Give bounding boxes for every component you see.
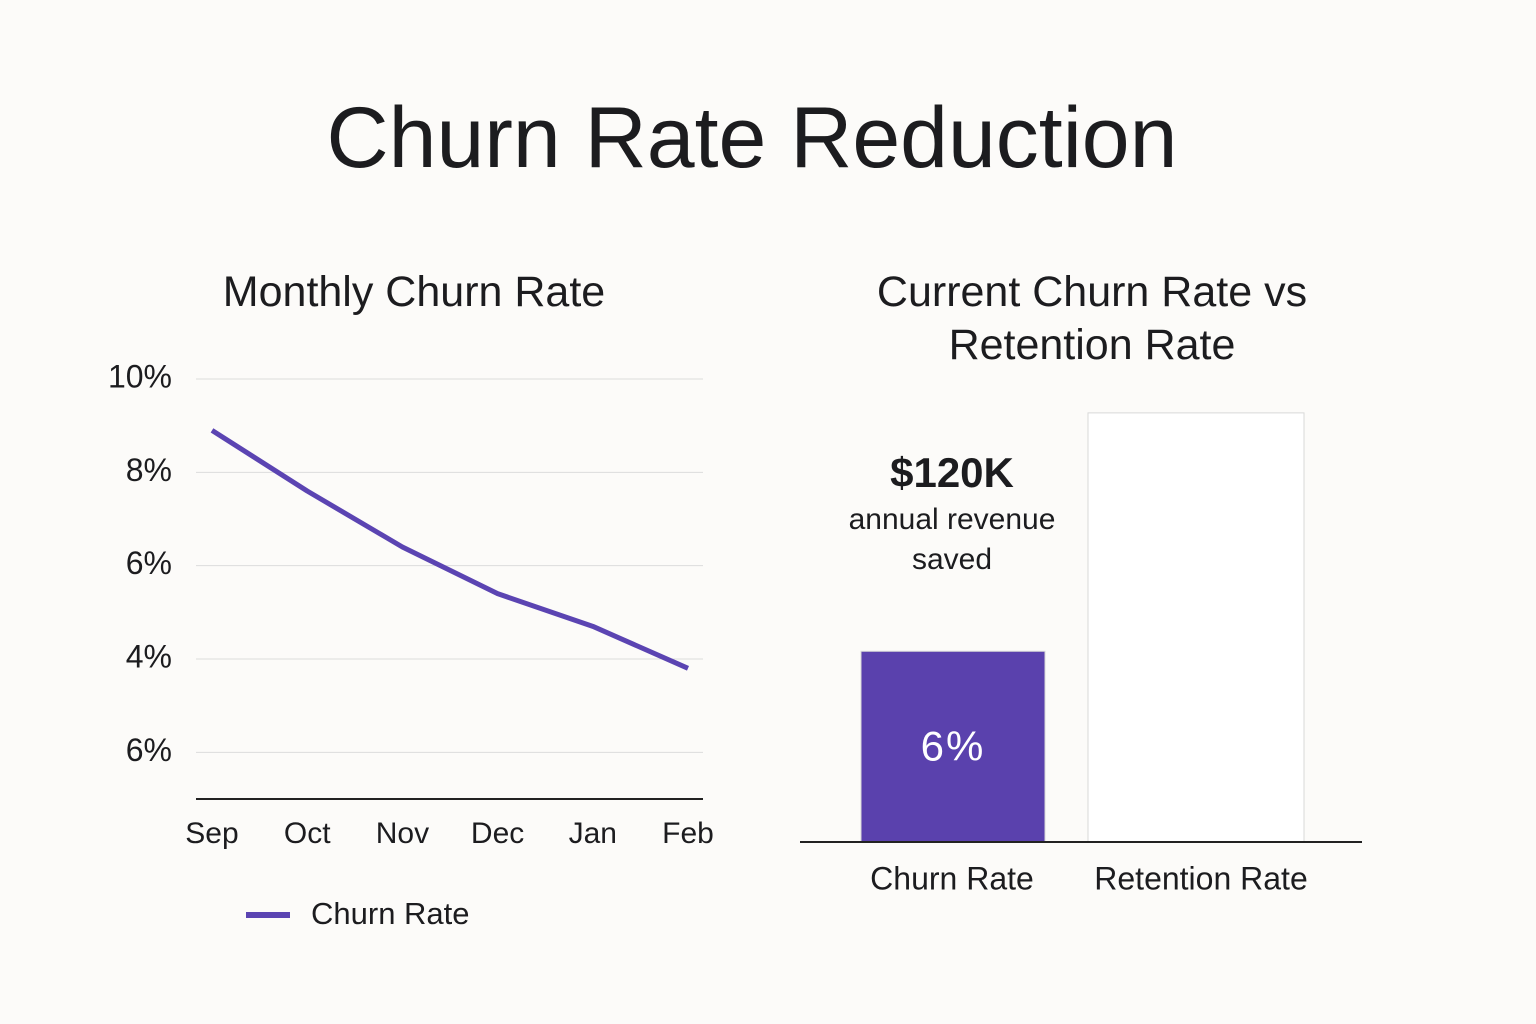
x-tick-label: Sep	[185, 817, 238, 850]
line-series	[210, 428, 690, 671]
value-label: 6%	[921, 723, 986, 770]
x-tick-label: Nov	[376, 817, 429, 850]
x-tick-label: Retention Rate	[1094, 860, 1307, 896]
x-tick-label: Jan	[569, 817, 617, 850]
chart-title: Monthly Churn Rate	[222, 268, 606, 316]
x-tick-label: Dec	[471, 817, 524, 850]
x-tick-label: Churn Rate	[870, 860, 1034, 896]
bar	[1087, 412, 1305, 843]
x-tick-label: Oct	[284, 817, 331, 850]
page-title: Churn Rate Reduction	[326, 90, 1178, 186]
y-tick-label: 6%	[126, 545, 172, 581]
legend-label: Churn Rate	[311, 896, 470, 931]
bar	[860, 650, 1046, 843]
annotation-value: $120K	[890, 449, 1014, 496]
y-tick-label: 6%	[126, 732, 172, 768]
y-tick-label: 4%	[126, 638, 172, 674]
y-tick-label: 8%	[126, 452, 172, 488]
annotation-text: annual revenue saved	[848, 503, 1056, 576]
y-tick-label: 10%	[108, 358, 172, 394]
x-tick-label: Feb	[662, 817, 714, 850]
chart-title: Current Churn Rate vs Retention Rate	[876, 268, 1308, 369]
